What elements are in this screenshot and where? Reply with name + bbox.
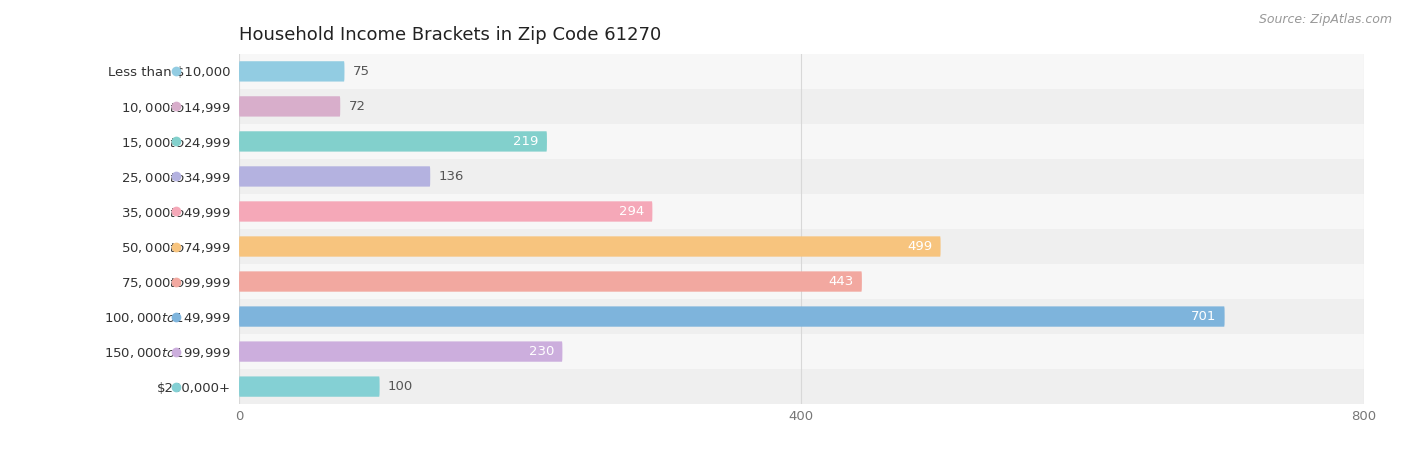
Bar: [239, 264, 1364, 299]
Text: Source: ZipAtlas.com: Source: ZipAtlas.com: [1258, 13, 1392, 26]
Text: 499: 499: [907, 240, 932, 253]
FancyBboxPatch shape: [239, 341, 562, 362]
FancyBboxPatch shape: [239, 376, 380, 397]
Text: 100: 100: [388, 380, 413, 393]
Text: 136: 136: [439, 170, 464, 183]
FancyBboxPatch shape: [239, 236, 941, 257]
Text: 219: 219: [513, 135, 538, 148]
FancyBboxPatch shape: [239, 271, 862, 292]
Bar: [239, 54, 1364, 89]
Text: 443: 443: [828, 275, 853, 288]
FancyBboxPatch shape: [239, 131, 547, 152]
Bar: [239, 369, 1364, 404]
Bar: [239, 229, 1364, 264]
Bar: [239, 299, 1364, 334]
FancyBboxPatch shape: [239, 306, 1225, 327]
Text: 230: 230: [529, 345, 554, 358]
Bar: [239, 159, 1364, 194]
Bar: [239, 89, 1364, 124]
FancyBboxPatch shape: [239, 96, 340, 117]
Bar: [239, 334, 1364, 369]
Text: 72: 72: [349, 100, 366, 113]
Text: Household Income Brackets in Zip Code 61270: Household Income Brackets in Zip Code 61…: [239, 26, 661, 44]
Text: 701: 701: [1191, 310, 1216, 323]
Bar: [239, 124, 1364, 159]
Text: 75: 75: [353, 65, 370, 78]
FancyBboxPatch shape: [239, 61, 344, 82]
Text: 294: 294: [619, 205, 644, 218]
FancyBboxPatch shape: [239, 166, 430, 187]
FancyBboxPatch shape: [239, 201, 652, 222]
Bar: [239, 194, 1364, 229]
